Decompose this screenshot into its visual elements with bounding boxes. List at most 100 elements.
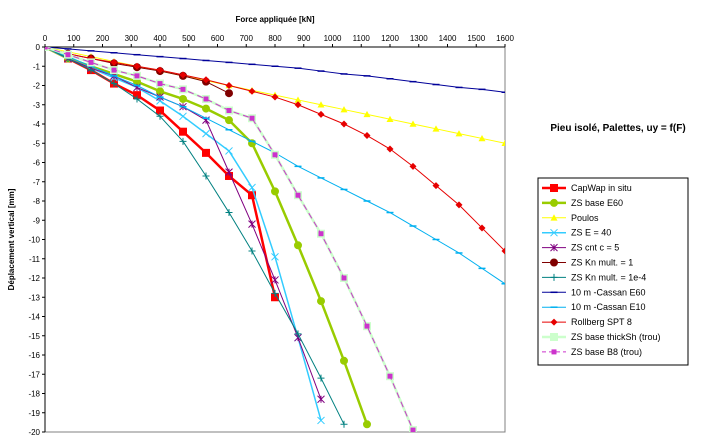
series-line-10 xyxy=(45,47,413,430)
series-0-point-7 xyxy=(203,149,210,156)
series-1-point-10 xyxy=(272,188,279,195)
series-1-point-8 xyxy=(226,117,233,124)
x-tick-label-8: 800 xyxy=(268,34,282,43)
series-11-point-14 xyxy=(365,324,369,328)
legend-marker-0 xyxy=(551,185,558,192)
x-tick-label-15: 1500 xyxy=(467,34,485,43)
series-11-point-9 xyxy=(250,116,254,120)
x-tick-label-10: 1000 xyxy=(324,34,342,43)
series-1-point-11 xyxy=(295,242,302,249)
y-tick-label-18: -18 xyxy=(28,390,40,399)
x-tick-label-13: 1300 xyxy=(410,34,428,43)
y-tick-label-8: -8 xyxy=(33,197,41,206)
x-tick-label-2: 200 xyxy=(96,34,110,43)
legend-label-7: 10 m -Cassan E60 xyxy=(571,287,646,297)
legend-label-4: ZS cnt c = 5 xyxy=(571,243,619,253)
legend-label-10: ZS base thickSh (trou) xyxy=(571,332,661,342)
legend-label-11: ZS base B8 (trou) xyxy=(571,347,642,357)
series-11-point-12 xyxy=(319,232,323,236)
y-tick-label-16: -16 xyxy=(28,351,40,360)
y-tick-label-19: -19 xyxy=(28,409,40,418)
legend-label-1: ZS base E60 xyxy=(571,198,623,208)
x-tick-label-12: 1200 xyxy=(381,34,399,43)
series-11-point-6 xyxy=(181,87,185,91)
x-axis-title: Force appliquée [kN] xyxy=(235,15,314,24)
legend: CapWap in situ ZS base E60 Poulos ZS E = 40… xyxy=(538,178,688,365)
series-1-point-13 xyxy=(341,357,348,364)
y-tick-label-5: -5 xyxy=(33,139,41,148)
series-10 xyxy=(42,44,417,434)
legend-label-2: Poulos xyxy=(571,213,599,223)
x-tick-label-14: 1400 xyxy=(439,34,457,43)
y-tick-label-14: -14 xyxy=(28,313,40,322)
series-11-point-1 xyxy=(66,53,70,57)
series-9-point-12 xyxy=(318,111,325,118)
series-4-point-10 xyxy=(272,276,279,283)
legend-label-0: CapWap in situ xyxy=(571,183,632,193)
series-1-point-6 xyxy=(180,95,187,102)
y-tick-label-13: -13 xyxy=(28,293,40,302)
series-line-11 xyxy=(45,47,413,430)
x-tick-label-0: 0 xyxy=(43,34,48,43)
x-tick-label-7: 700 xyxy=(240,34,254,43)
x-tick-label-3: 300 xyxy=(125,34,139,43)
legend-marker-5 xyxy=(551,259,558,266)
y-tick-label-20: -20 xyxy=(28,428,40,435)
chart-title: Pieu isolé, Palettes, uy = f(F) xyxy=(550,123,685,134)
series-line-3 xyxy=(45,47,321,420)
y-tick-label-6: -6 xyxy=(33,159,41,168)
series-9-point-13 xyxy=(341,121,348,128)
x-tick-label-4: 400 xyxy=(153,34,167,43)
legend-label-6: ZS Kn mult. = 1e-4 xyxy=(571,272,646,282)
series-11-point-16 xyxy=(411,428,415,432)
series-3-point-8 xyxy=(226,147,233,154)
x-tick-label-6: 600 xyxy=(211,34,225,43)
y-axis-title: Déplacement vertical [mm] xyxy=(7,188,16,290)
series-3-point-9 xyxy=(249,184,256,191)
x-tick-label-16: 1600 xyxy=(496,34,514,43)
series-11-point-11 xyxy=(296,193,300,197)
series-11-point-5 xyxy=(158,82,162,86)
x-tick-label-9: 900 xyxy=(297,34,311,43)
legend-label-9: Rollberg SPT 8 xyxy=(571,317,632,327)
legend-marker-10 xyxy=(551,334,558,341)
series-0-point-6 xyxy=(180,128,187,135)
y-tick-label-17: -17 xyxy=(28,370,40,379)
series-11-point-7 xyxy=(204,97,208,101)
y-tick-label-12: -12 xyxy=(28,274,40,283)
x-tick-label-1: 100 xyxy=(67,34,81,43)
series-1-point-14 xyxy=(364,421,371,428)
y-tick-label-3: -3 xyxy=(33,101,41,110)
series-5-point-8 xyxy=(226,90,233,97)
y-tick-label-2: -2 xyxy=(33,82,41,91)
y-tick-label-11: -11 xyxy=(29,255,41,264)
series-6-point-12 xyxy=(318,375,325,382)
series-9-point-9 xyxy=(249,88,256,95)
series-11-point-13 xyxy=(342,276,346,280)
series-6-point-8 xyxy=(226,209,233,216)
series-11-point-4 xyxy=(135,74,139,78)
series-11-point-3 xyxy=(112,68,116,72)
series-11-point-2 xyxy=(89,60,93,64)
series-6-point-7 xyxy=(203,172,210,179)
x-tick-label-5: 500 xyxy=(182,34,196,43)
plot-series-group xyxy=(42,44,509,434)
series-6-point-9 xyxy=(249,248,256,255)
series-4-point-9 xyxy=(249,221,256,228)
y-tick-label-9: -9 xyxy=(33,216,41,225)
legend-label-8: 10 m -Cassan E10 xyxy=(571,302,646,312)
y-tick-label-10: -10 xyxy=(28,236,40,245)
series-11 xyxy=(43,45,415,432)
series-11-point-10 xyxy=(273,153,277,157)
series-3-point-6 xyxy=(180,113,187,120)
y-tick-label-15: -15 xyxy=(28,332,40,341)
legend-label-3: ZS E = 40 xyxy=(571,228,611,238)
y-tick-label-7: -7 xyxy=(33,178,41,187)
legend-label-5: ZS Kn mult. = 1 xyxy=(571,258,633,268)
y-tick-label-4: -4 xyxy=(33,120,41,129)
series-4-point-12 xyxy=(318,396,325,403)
legend-marker-11 xyxy=(552,350,556,354)
series-1-point-12 xyxy=(318,298,325,305)
